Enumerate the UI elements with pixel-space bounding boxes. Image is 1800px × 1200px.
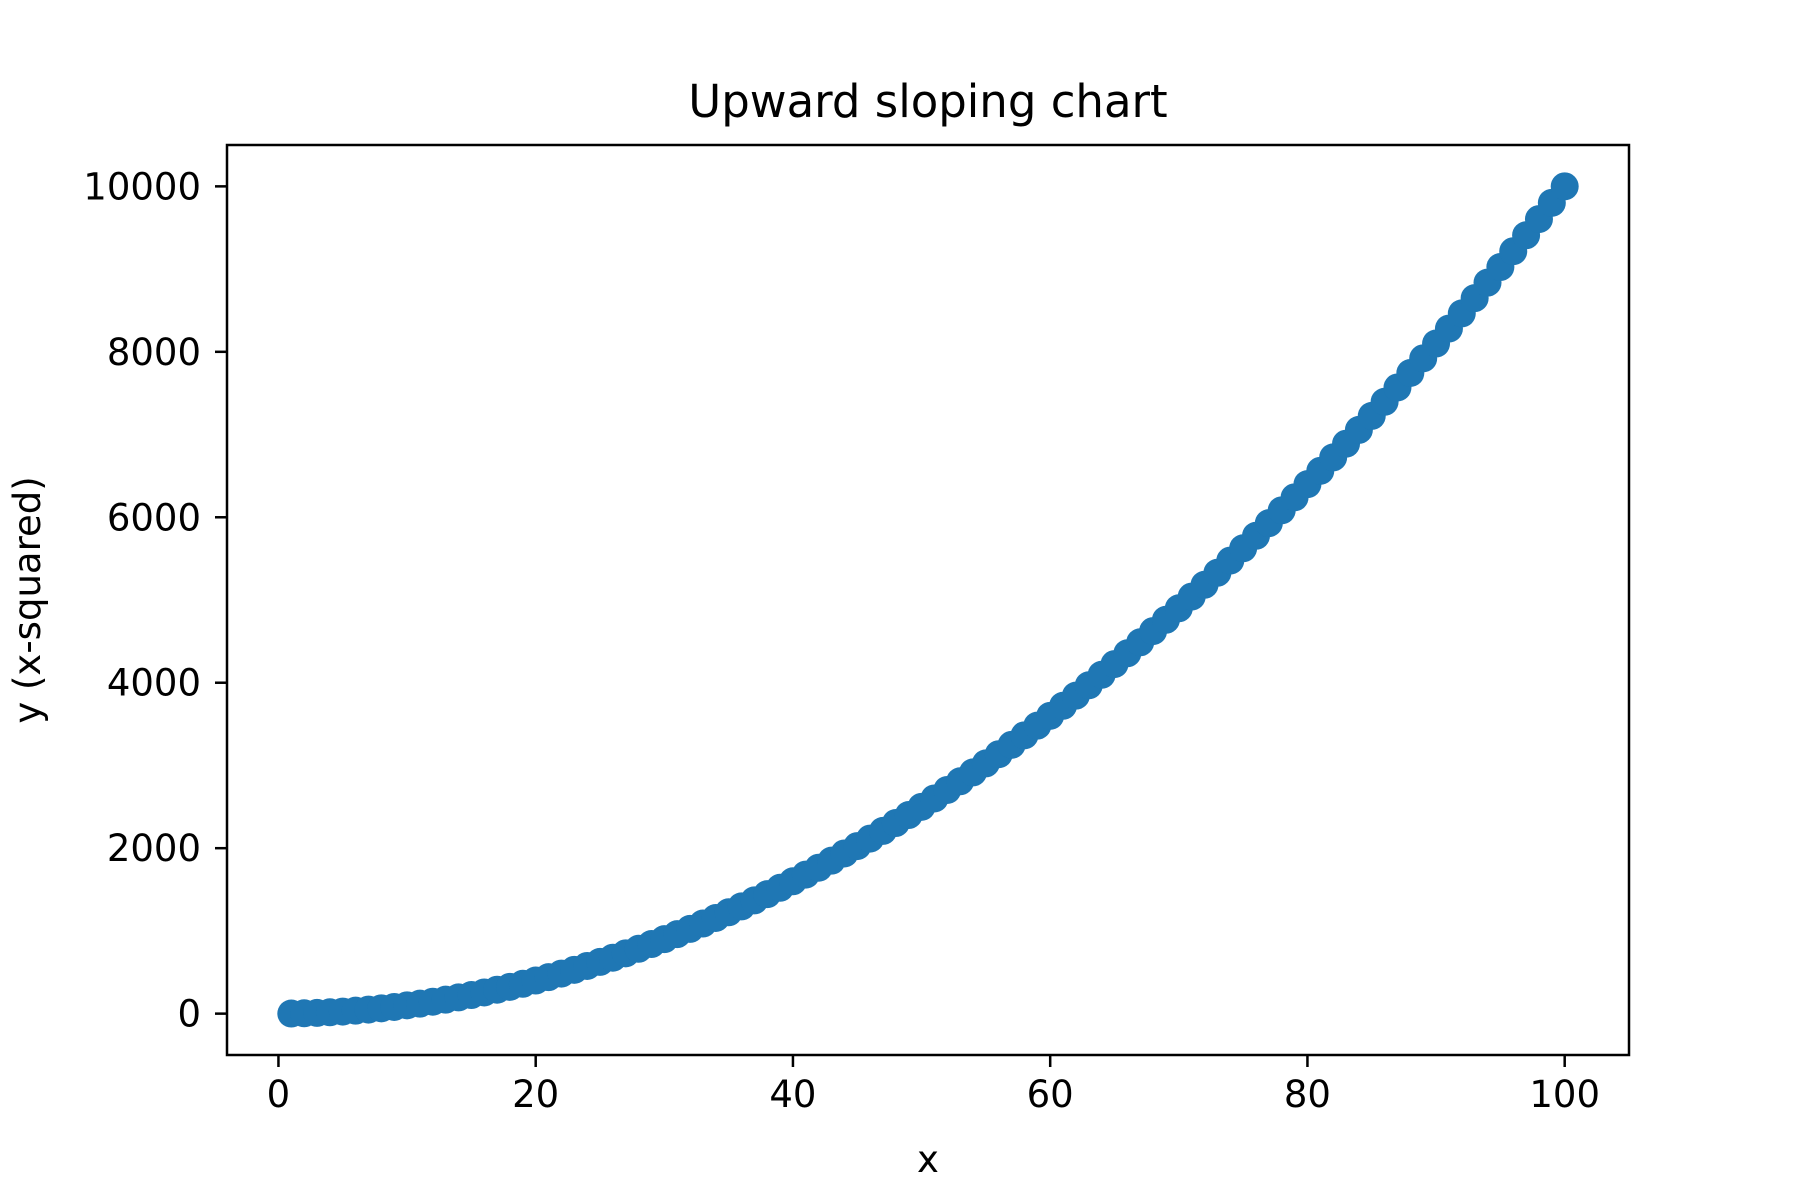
data-point [1550, 172, 1579, 201]
x-axis-ticks: 0 20 40 60 80 100 [267, 1055, 1600, 1116]
y-tick-label: 2000 [107, 827, 201, 870]
plot-area-frame [225, 143, 1631, 1057]
x-tick-label: 40 [769, 1073, 816, 1116]
x-tick-label: 60 [1027, 1073, 1074, 1116]
y-axis-ticks: 0 2000 4000 6000 8000 10000 [83, 165, 227, 1036]
y-tick-label: 6000 [107, 496, 201, 539]
data-points [277, 172, 1579, 1028]
x-axis-label: x [917, 1138, 939, 1181]
x-tick-label: 20 [512, 1073, 559, 1116]
y-tick-label: 10000 [83, 165, 201, 208]
y-tick-label: 8000 [107, 331, 201, 374]
y-tick-label: 4000 [107, 662, 201, 705]
x-tick-label: 0 [267, 1073, 291, 1116]
y-tick-label: 0 [177, 993, 201, 1036]
x-tick-label: 80 [1284, 1073, 1331, 1116]
chart-title: Upward sloping chart [688, 75, 1167, 128]
x-tick-label: 100 [1529, 1073, 1600, 1116]
y-axis-label: y (x-squared) [6, 476, 49, 723]
